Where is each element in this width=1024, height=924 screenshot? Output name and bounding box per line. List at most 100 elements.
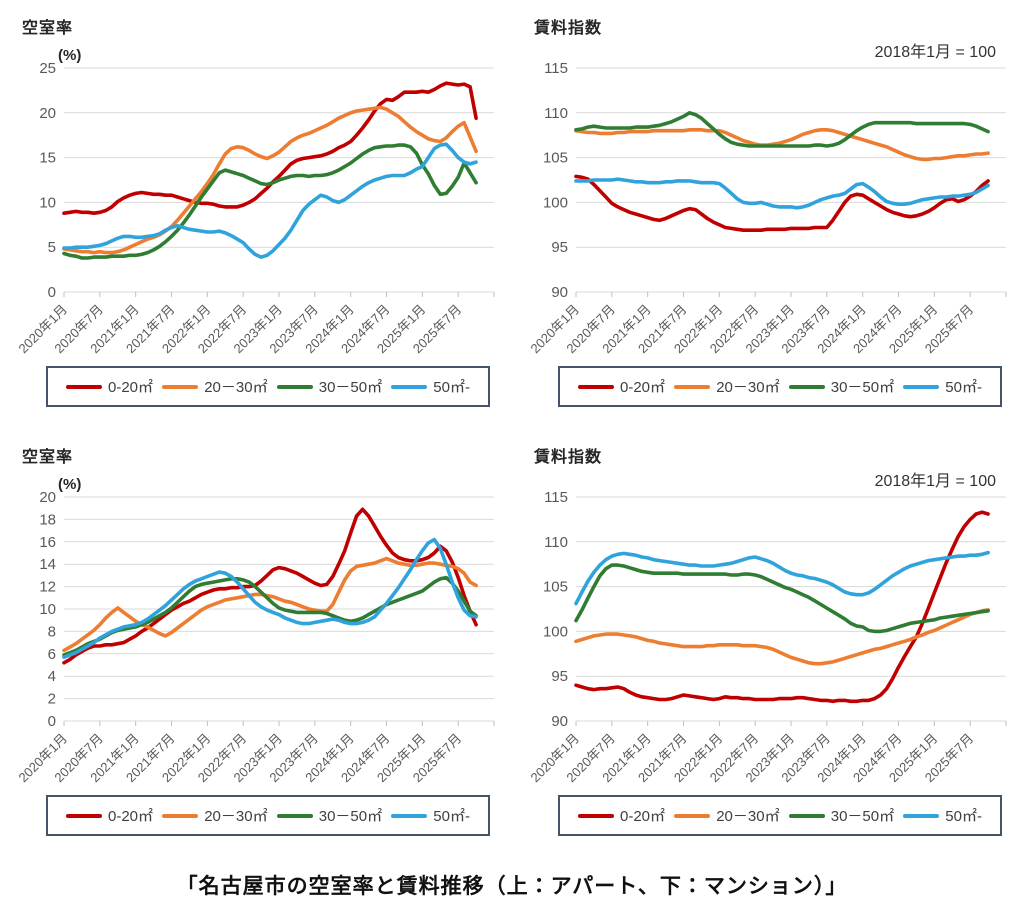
- svg-text:18: 18: [39, 511, 56, 528]
- apartment-vacancy-chart: 05101520252020年1月2020年7月2021年1月2021年7月20…: [16, 47, 495, 356]
- legend: 0-20㎡ 20－30㎡ 30－50㎡ 50㎡-: [558, 366, 1002, 407]
- legend-label: 30－50㎡: [830, 379, 895, 396]
- svg-text:2: 2: [48, 691, 56, 708]
- index-base-note: 2018年1月 = 100: [874, 473, 996, 490]
- legend-label: 20－30㎡: [716, 808, 780, 825]
- svg-text:15: 15: [39, 150, 56, 167]
- legend-label: 30－50㎡: [830, 808, 895, 825]
- panel-apartment-vacancy: 空室率 0 5 10 15 20 25 2020年1月 2020年7月 2021年1月 2021年…: [0, 8, 512, 407]
- series-line-swatch: [162, 384, 199, 389]
- legend-item-0-20: 0-20㎡: [66, 376, 153, 397]
- series-line-swatch: [578, 813, 614, 818]
- svg-text:14: 14: [39, 556, 56, 573]
- legend-label: 0-20㎡: [108, 379, 154, 396]
- svg-text:115: 115: [544, 60, 568, 77]
- legend-item-30-50: 30－50㎡: [788, 805, 895, 826]
- legend-item-50plus: 50㎡-: [391, 805, 470, 826]
- legend-label: 20－30㎡: [204, 808, 268, 825]
- legend-label: 20－30㎡: [716, 379, 780, 396]
- svg-text:16: 16: [39, 534, 56, 551]
- svg-text:95: 95: [551, 668, 568, 685]
- series-line-swatch: [674, 813, 711, 818]
- chart-title: 空室率: [22, 449, 74, 466]
- chart-title: 賃料指数: [534, 449, 603, 466]
- svg-text:10: 10: [39, 194, 56, 211]
- series-line-swatch: [162, 813, 199, 818]
- series-line-swatch: [276, 813, 313, 818]
- svg-text:100: 100: [543, 623, 568, 640]
- svg-text:100: 100: [543, 194, 568, 211]
- svg-text:105: 105: [543, 150, 568, 167]
- mansion-vacancy-chart: 024681012141618202020年1月2020年7月2021年1月20…: [16, 476, 495, 785]
- figure-caption: 「名古屋市の空室率と賃料推移（上：アパート、下：マンション）」: [176, 875, 848, 898]
- series-line-swatch: [788, 384, 825, 389]
- svg-text:6: 6: [48, 646, 56, 663]
- svg-text:0: 0: [48, 713, 56, 730]
- panel-head: 空室率: [10, 8, 512, 46]
- legend-item-0-20: 0-20㎡: [578, 805, 665, 826]
- series-line-swatch: [391, 813, 428, 818]
- panel-apartment-rent-index: 賃料指数 2018年1月 = 100 90 95 100 105 110 115 2020年…: [512, 8, 1024, 407]
- svg-text:0: 0: [48, 284, 56, 301]
- chart-title: 賃料指数: [534, 20, 603, 37]
- legend-item-50plus: 50㎡-: [391, 376, 470, 397]
- svg-text:(%): (%): [58, 476, 81, 493]
- legend-label: 0-20㎡: [620, 379, 666, 396]
- chart-grid: 空室率 0 5 10 15 20 25 2020年1月 2020年7月 2021年1月 2021年…: [0, 8, 1024, 836]
- svg-text:20: 20: [39, 105, 56, 122]
- series-line-swatch: [66, 384, 102, 389]
- series-line-swatch: [788, 813, 825, 818]
- legend-item-30-50: 30－50㎡: [276, 376, 383, 397]
- legend: 0-20㎡ 20－30㎡ 30－50㎡ 50㎡-: [558, 795, 1002, 836]
- svg-text:115: 115: [544, 489, 568, 506]
- chart-title: 空室率: [22, 20, 74, 37]
- series-line-swatch: [276, 384, 313, 389]
- svg-text:95: 95: [551, 239, 568, 256]
- legend-item-0-20: 0-20㎡: [578, 376, 665, 397]
- svg-text:5: 5: [48, 239, 56, 256]
- apartment-rent-index-chart: 90951001051101152020年1月2020年7月2021年1月202…: [528, 60, 1007, 356]
- panel-head: 賃料指数 2018年1月 = 100: [522, 8, 1024, 61]
- legend-label: 20－30㎡: [204, 379, 268, 396]
- mansion-rent-index-chart: 90951001051101152020年1月2020年7月2021年1月202…: [528, 489, 1007, 785]
- panel-mansion-rent-index: 賃料指数 2018年1月 = 100 90 95 100 105 110 115 2020年…: [512, 437, 1024, 836]
- svg-text:25: 25: [39, 60, 56, 77]
- legend-label: 50㎡-: [433, 808, 470, 825]
- index-base-note: 2018年1月 = 100: [874, 44, 996, 61]
- panel-mansion-vacancy: 空室率 0 2 4 6 8 10 12 14 16 18 20 2020年1月 2020年7月 2021年…: [0, 437, 512, 836]
- legend-item-20-30: 20－30㎡: [162, 376, 268, 397]
- legend-label: 0-20㎡: [620, 808, 666, 825]
- series-line-swatch: [66, 813, 102, 818]
- svg-text:4: 4: [48, 668, 56, 685]
- legend-item-20-30: 20－30㎡: [674, 805, 780, 826]
- svg-text:10: 10: [39, 601, 56, 618]
- svg-text:(%): (%): [58, 47, 81, 64]
- series-line-swatch: [903, 384, 940, 389]
- series-line-swatch: [391, 384, 428, 389]
- legend-label: 0-20㎡: [108, 808, 154, 825]
- legend-label: 30－50㎡: [318, 379, 383, 396]
- legend-item-50plus: 50㎡-: [903, 376, 982, 397]
- svg-text:90: 90: [551, 713, 568, 730]
- legend: 0-20㎡ 20－30㎡ 30－50㎡ 50㎡-: [46, 795, 490, 836]
- legend-label: 30－50㎡: [318, 808, 383, 825]
- legend-label: 50㎡-: [945, 808, 982, 825]
- legend-item-30-50: 30－50㎡: [788, 376, 895, 397]
- legend-label: 50㎡-: [433, 379, 470, 396]
- svg-text:12: 12: [39, 579, 56, 596]
- svg-text:110: 110: [544, 105, 568, 122]
- svg-text:90: 90: [551, 284, 568, 301]
- svg-text:110: 110: [544, 534, 568, 551]
- legend-item-0-20: 0-20㎡: [66, 805, 153, 826]
- svg-text:105: 105: [543, 579, 568, 596]
- panel-head: 空室率: [10, 437, 512, 475]
- svg-text:20: 20: [39, 489, 56, 506]
- svg-text:8: 8: [48, 623, 56, 640]
- legend: 0-20㎡ 20－30㎡ 30－50㎡ 50㎡-: [46, 366, 490, 407]
- series-line-swatch: [903, 813, 940, 818]
- panel-head: 賃料指数 2018年1月 = 100: [522, 437, 1024, 490]
- legend-item-20-30: 20－30㎡: [162, 805, 268, 826]
- series-line-swatch: [578, 384, 614, 389]
- legend-label: 50㎡-: [945, 379, 982, 396]
- legend-item-30-50: 30－50㎡: [276, 805, 383, 826]
